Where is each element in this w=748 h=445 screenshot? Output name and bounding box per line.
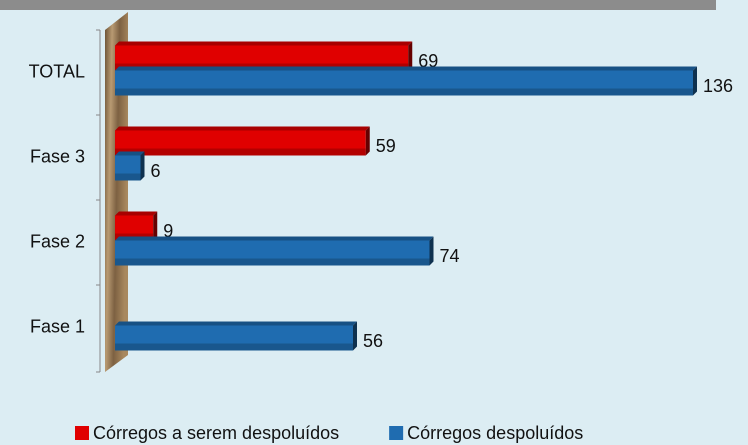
y-tick-label: Fase 2 — [30, 231, 85, 251]
data-label: 9 — [163, 221, 173, 241]
bar-end — [429, 236, 434, 266]
bar-shine — [115, 148, 366, 156]
bar-top — [115, 236, 434, 241]
data-label: 59 — [376, 136, 396, 156]
top-shadow — [0, 0, 716, 10]
bar-end — [693, 66, 697, 96]
bar-end — [353, 321, 357, 351]
bar-shine — [115, 343, 353, 351]
y-tick-label: Fase 1 — [30, 316, 85, 336]
bar-shine — [115, 173, 141, 181]
legend-swatch — [389, 426, 404, 440]
bar-top — [115, 66, 697, 71]
bar-top — [115, 41, 413, 46]
bar-end — [408, 41, 413, 71]
bar-top — [115, 211, 158, 216]
axis-wall — [105, 12, 128, 372]
bar-end — [140, 151, 145, 181]
bar-top — [115, 321, 357, 326]
y-tick-label: Fase 3 — [30, 146, 85, 166]
legend-label: Córregos a serem despoluídos — [93, 423, 339, 443]
data-label: 56 — [363, 331, 383, 351]
bar-shine — [115, 258, 430, 266]
bar-end — [365, 126, 370, 156]
bar-top — [115, 151, 145, 156]
data-label: 69 — [418, 51, 438, 71]
bar-shine — [115, 88, 693, 96]
data-label: 74 — [440, 246, 460, 266]
data-label: 136 — [703, 76, 733, 96]
y-tick-label: TOTAL — [29, 61, 85, 81]
legend-label: Córregos despoluídos — [407, 423, 583, 443]
bar-top — [115, 126, 370, 131]
bar-end — [153, 211, 158, 241]
legend-swatch — [75, 426, 89, 440]
data-label: 6 — [151, 161, 161, 181]
